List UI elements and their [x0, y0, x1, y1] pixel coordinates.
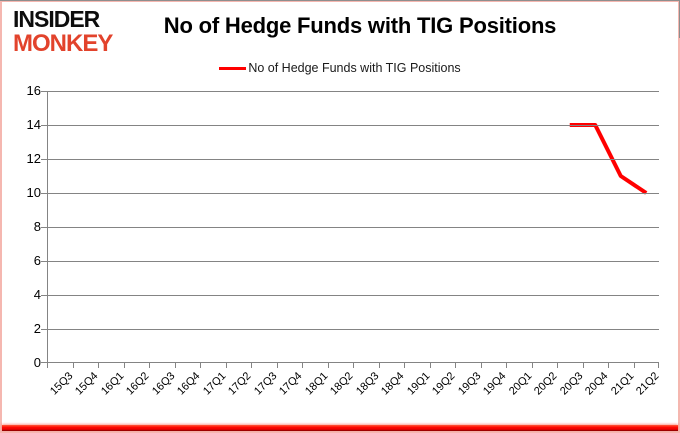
- x-axis-tick: [353, 363, 354, 368]
- x-axis-tick: [404, 363, 405, 368]
- y-axis-tick-label: 16: [26, 83, 41, 98]
- x-axis-tick: [276, 363, 278, 368]
- y-axis-tick-label: 2: [33, 321, 41, 336]
- x-axis-tick: [480, 363, 482, 368]
- x-axis-tick: [302, 363, 303, 368]
- y-axis-tick-label: 10: [26, 185, 41, 200]
- x-axis-tick: [174, 363, 176, 368]
- x-axis-tick: [582, 363, 584, 368]
- x-axis-tick: [149, 363, 150, 368]
- legend-label: No of Hedge Funds with TIG Positions: [248, 61, 461, 75]
- x-axis-tick: [225, 363, 227, 368]
- y-axis-tick-label: 0: [33, 355, 41, 370]
- x-axis-tick: [557, 363, 558, 368]
- y-gridline: [41, 227, 659, 228]
- x-axis-tick: [200, 363, 201, 368]
- x-axis-tick: [531, 363, 533, 368]
- insider-monkey-logo: INSIDER MONKEY: [13, 5, 113, 58]
- logo-text-monkey: MONKEY: [13, 29, 113, 58]
- y-axis-tick-label: 4: [33, 287, 41, 302]
- x-axis-tick: [455, 363, 456, 368]
- y-gridline: [41, 362, 659, 363]
- y-gridline: [41, 193, 659, 194]
- y-gridline: [41, 329, 659, 330]
- y-axis-tick-label: 8: [33, 219, 41, 234]
- x-axis-tick: [506, 363, 507, 368]
- x-axis-tick: [123, 363, 125, 368]
- x-axis-tick: [72, 363, 74, 368]
- y-axis-tick-label: 6: [33, 253, 41, 268]
- legend: No of Hedge Funds with TIG Positions: [0, 60, 680, 76]
- x-axis-tick: [251, 363, 252, 368]
- x-axis-tick: [98, 363, 99, 368]
- y-axis-tick-label: 14: [26, 117, 41, 132]
- legend-line-swatch: [219, 66, 247, 70]
- y-gridline: [41, 159, 659, 160]
- x-axis-tick: [327, 363, 329, 368]
- x-axis-tick: [633, 363, 635, 368]
- x-axis-tick: [429, 363, 431, 368]
- chart-title: No of Hedge Funds with TIG Positions: [163, 13, 557, 38]
- x-axis-tick: [47, 363, 48, 368]
- y-gridline: [41, 295, 659, 296]
- x-axis-tick: [658, 363, 659, 368]
- y-axis-tick-label: 12: [26, 151, 41, 166]
- bottom-accent-bar: [2, 425, 678, 431]
- x-axis-tick: [378, 363, 380, 368]
- y-gridline: [41, 261, 659, 262]
- y-gridline: [41, 91, 659, 92]
- x-axis-tick: [608, 363, 609, 368]
- plot-area: 15Q3 15Q4 16Q1 16Q2 16Q3 16Q4 17Q1 17Q2 17Q3 17Q4…: [41, 91, 662, 398]
- y-gridline: [41, 125, 659, 126]
- logo-text-insider: INSIDER: [13, 5, 100, 33]
- top-border-line: [0, 0, 680, 1]
